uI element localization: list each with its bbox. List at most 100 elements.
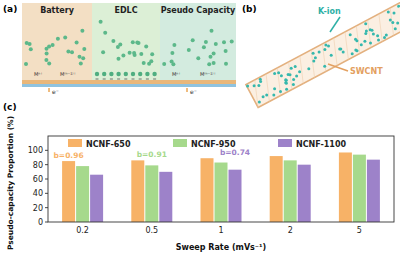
ion bbox=[128, 51, 132, 55]
zone-label: Battery bbox=[40, 6, 75, 15]
ion bbox=[207, 62, 211, 66]
panel-label: (c) bbox=[3, 102, 17, 112]
ion bbox=[24, 62, 28, 66]
ion bbox=[79, 61, 83, 65]
ion bbox=[162, 62, 166, 66]
k-ion bbox=[312, 60, 315, 63]
panel-c: (c)0204060801000.20.5125Sweep Rate (mVs⁻… bbox=[3, 102, 394, 252]
k-ion bbox=[351, 52, 354, 55]
k-ion bbox=[246, 85, 249, 88]
y-tick bbox=[45, 222, 48, 223]
ion bbox=[170, 51, 174, 55]
k-ion bbox=[273, 87, 276, 90]
y-tick-label: 100 bbox=[28, 146, 43, 155]
k-ion bbox=[312, 52, 315, 55]
k-ion bbox=[364, 22, 367, 25]
charge bbox=[139, 79, 142, 80]
k-ion bbox=[383, 36, 386, 39]
y-tick bbox=[45, 164, 48, 165]
charge bbox=[153, 79, 156, 80]
ion bbox=[210, 29, 214, 33]
k-ion bbox=[360, 43, 363, 46]
legend: NCNF-650NCNF-950NCNF-1100 bbox=[68, 139, 347, 149]
y-tick bbox=[45, 207, 48, 208]
tube-mesh bbox=[266, 74, 269, 102]
k-ion bbox=[377, 38, 380, 41]
ion-label: K-ion bbox=[318, 7, 341, 16]
ion bbox=[25, 41, 29, 45]
panel-label: (b) bbox=[242, 4, 257, 14]
electrode-layer bbox=[22, 80, 236, 84]
charge bbox=[124, 79, 127, 80]
k-ion bbox=[385, 33, 388, 36]
tube-mesh bbox=[311, 50, 314, 78]
k-ion bbox=[259, 78, 262, 81]
k-ion bbox=[354, 49, 357, 52]
zone bbox=[92, 3, 160, 81]
ion bbox=[81, 56, 85, 60]
ion bbox=[63, 36, 67, 40]
k-ion bbox=[295, 74, 298, 77]
k-ion bbox=[298, 70, 301, 73]
ion bbox=[75, 41, 79, 45]
ion bbox=[172, 43, 176, 47]
ion bbox=[118, 43, 122, 47]
k-ion bbox=[262, 95, 265, 98]
annotation: b=0.74 bbox=[220, 148, 250, 157]
ion bbox=[202, 45, 206, 49]
k-ion bbox=[393, 12, 396, 15]
ion bbox=[212, 61, 216, 65]
k-ion bbox=[394, 27, 397, 30]
k-ion bbox=[376, 34, 379, 37]
ion bbox=[135, 40, 139, 44]
k-ion bbox=[289, 73, 292, 76]
electron-arrow bbox=[49, 88, 50, 92]
ion bbox=[111, 39, 115, 43]
plot-frame bbox=[48, 136, 394, 222]
ion bbox=[45, 47, 49, 51]
swcnt-tube bbox=[246, 1, 400, 108]
adsorbed-ion bbox=[131, 72, 135, 76]
bar bbox=[131, 160, 144, 222]
k-ion bbox=[349, 33, 352, 36]
annotation: b=0.91 bbox=[137, 150, 167, 159]
k-ion bbox=[285, 82, 288, 85]
ion bbox=[224, 49, 228, 53]
adsorbed-ion bbox=[109, 72, 113, 76]
charge bbox=[117, 79, 120, 80]
ion bbox=[222, 40, 226, 44]
k-ion bbox=[253, 84, 256, 87]
adsorbed-ion bbox=[138, 72, 142, 76]
current-collector bbox=[22, 84, 236, 87]
bar bbox=[298, 165, 311, 222]
k-ion bbox=[290, 67, 293, 70]
k-ion bbox=[365, 30, 368, 33]
k-ion bbox=[323, 65, 326, 68]
ion bbox=[56, 37, 60, 41]
bar bbox=[201, 158, 214, 222]
zone bbox=[160, 3, 236, 81]
ion bbox=[142, 61, 146, 65]
ion bbox=[103, 31, 107, 35]
k-ion bbox=[318, 51, 321, 54]
ion bbox=[70, 50, 74, 54]
adsorbed-ion bbox=[116, 72, 120, 76]
bar bbox=[270, 156, 283, 222]
charge bbox=[103, 79, 106, 80]
k-ion bbox=[323, 48, 326, 51]
ion bbox=[82, 47, 86, 51]
ion-label: M⁽ⁿ⁻¹⁾⁺ bbox=[60, 71, 76, 77]
ion bbox=[132, 51, 136, 55]
ion-label: Mⁿ⁺ bbox=[34, 71, 43, 77]
k-ion bbox=[285, 88, 288, 91]
ion-label: Mⁿ⁺ bbox=[172, 71, 181, 77]
bar bbox=[367, 160, 380, 222]
bar bbox=[215, 163, 228, 222]
adsorbed-ion bbox=[102, 72, 106, 76]
k-ion bbox=[257, 84, 260, 87]
ion-label: M⁽ⁿ⁻¹⁾⁺ bbox=[200, 71, 216, 77]
x-tick-label: 1 bbox=[218, 226, 223, 235]
x-tick-label: 2 bbox=[288, 226, 293, 235]
ion bbox=[171, 62, 175, 66]
ion bbox=[45, 52, 49, 56]
